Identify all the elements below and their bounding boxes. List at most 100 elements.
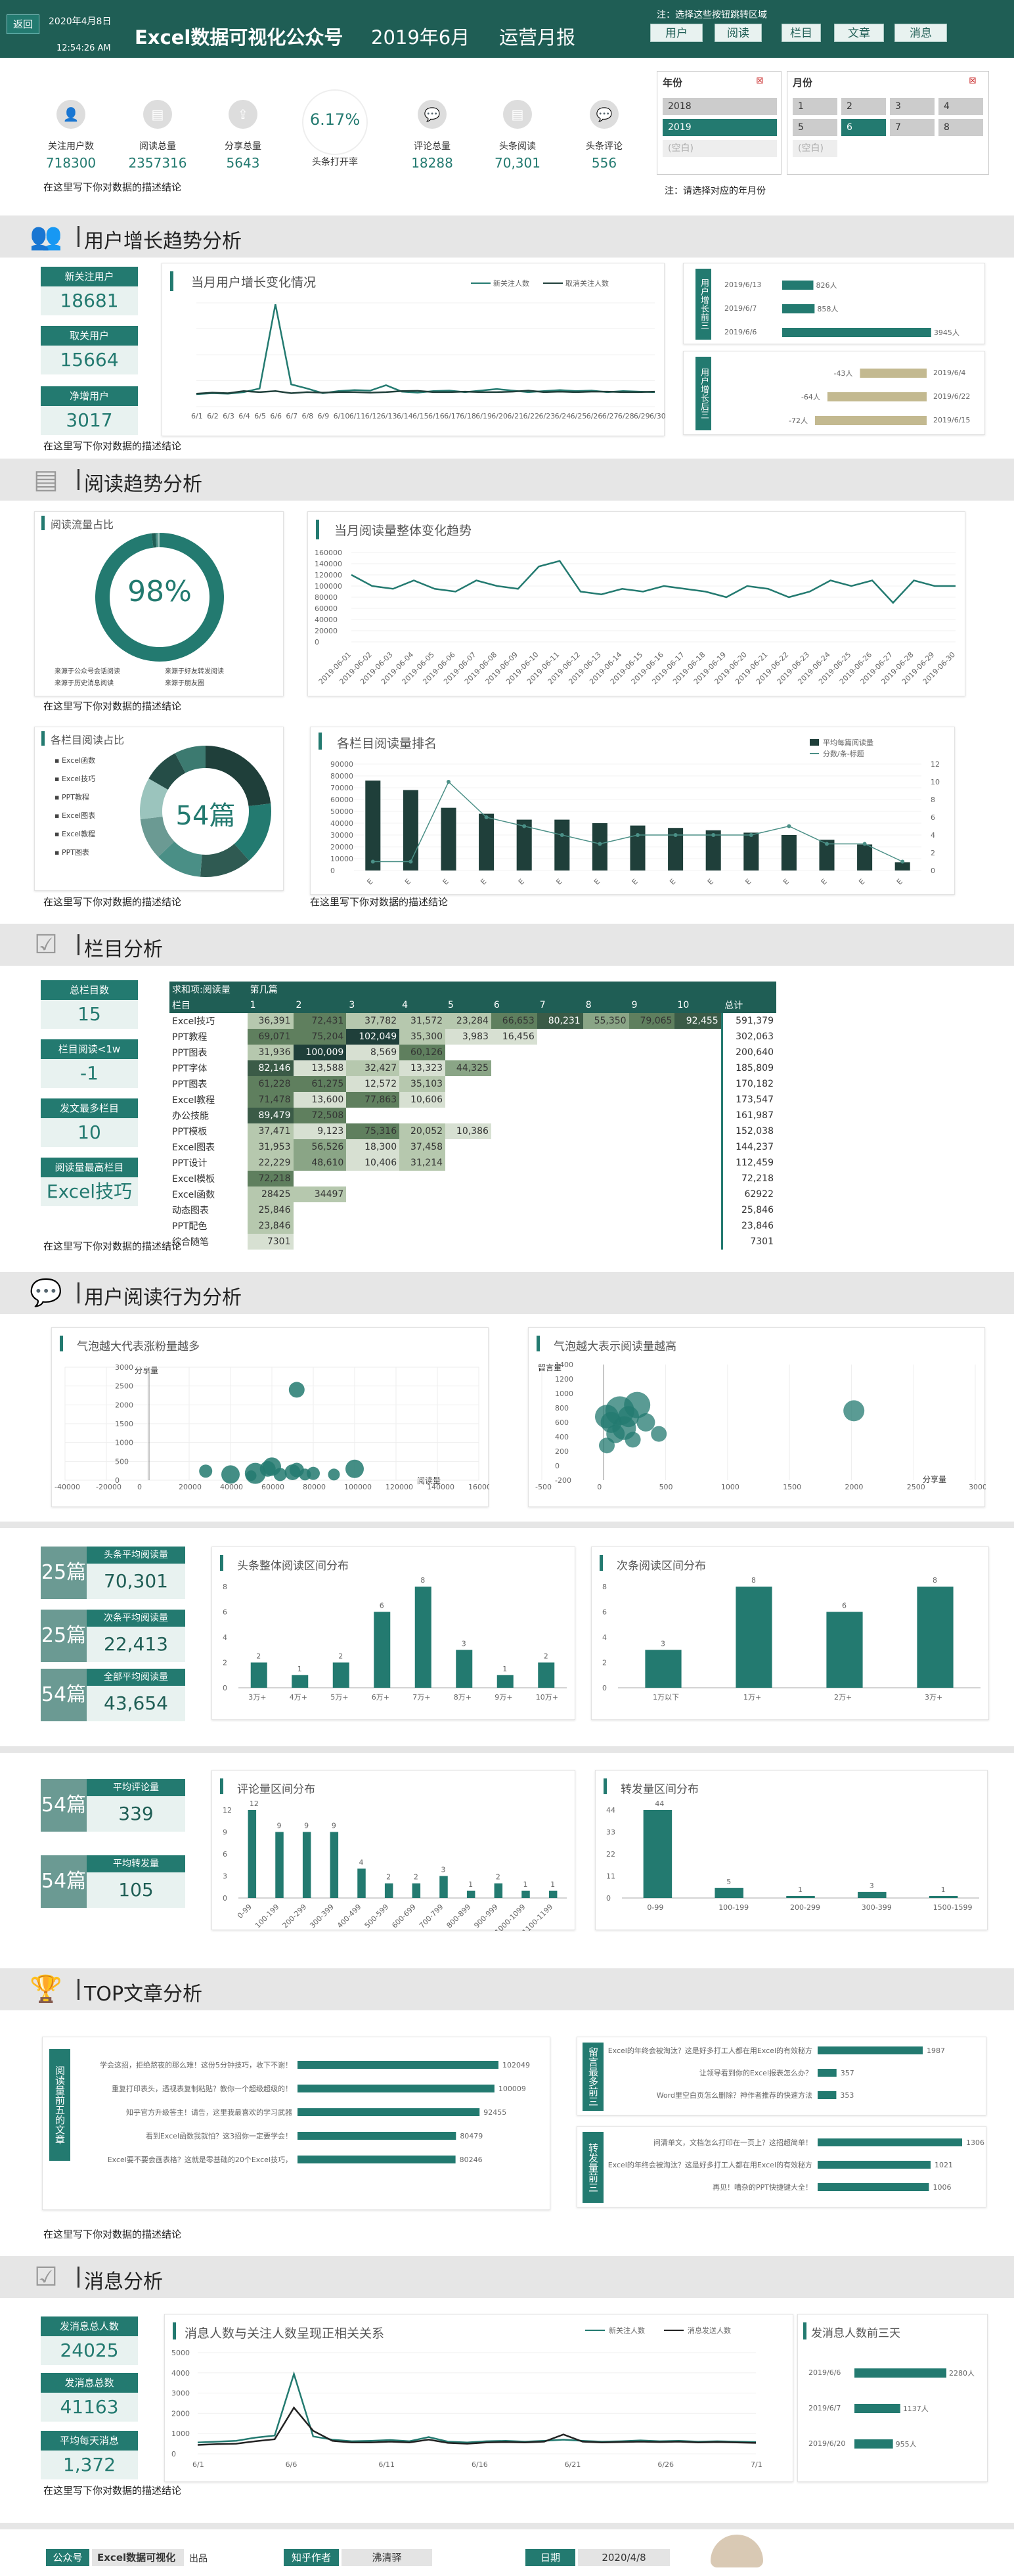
legend-item: 来源于朋友圈 <box>165 680 204 687</box>
table-cell <box>346 1171 399 1186</box>
x-tick: 6/6 <box>270 412 282 420</box>
footer-v3: 2020/4/8 <box>578 2549 670 2566</box>
table-cell: 12,572 <box>346 1076 400 1092</box>
month-item[interactable]: 2 <box>841 98 886 115</box>
y-tick: 5000 <box>171 2349 190 2357</box>
kpi-value: 2357316 <box>128 155 187 171</box>
bar <box>357 1868 366 1898</box>
bar <box>782 281 814 290</box>
user-bottom3-chart: 2019/6/4 -43人 2019/6/22 -64人 2019/6/15 -72人 <box>789 369 970 425</box>
table-cell <box>629 1045 675 1060</box>
table-cell <box>674 1202 722 1218</box>
table-row: 动态图表 25,846 25,846 <box>169 1202 776 1218</box>
y-tick: 4 <box>223 1633 227 1642</box>
table-cell <box>491 1155 537 1171</box>
section-behavior-title: 用户阅读行为分析 <box>84 1286 242 1309</box>
year-item-2018[interactable]: 2018 <box>663 98 777 115</box>
table-cell: 31,214 <box>399 1155 446 1171</box>
table-row: PPT图表 61,228 61,275 12,572 35,103 170,182 <box>169 1076 776 1092</box>
nav-column-button[interactable]: 栏目 <box>782 24 821 42</box>
month-item[interactable]: 1 <box>793 98 837 115</box>
y-tick: 20000 <box>315 627 338 635</box>
share-top3-card: 转发量前三 问清单文，文档怎么打印在一页上？这招超简单！ 1306 Excel的年终… <box>577 2126 986 2207</box>
bubble <box>288 1382 305 1398</box>
bar <box>412 1883 421 1898</box>
table-cell <box>445 1139 491 1155</box>
header-time: 12:54:26 AM <box>56 43 111 53</box>
y-tick: 400 <box>555 1433 569 1441</box>
table-cell <box>583 1218 629 1234</box>
user-bottom3-label: 用户增长后三 <box>695 357 711 430</box>
kpi-value: 41163 <box>41 2393 138 2422</box>
table-cell <box>583 1123 629 1139</box>
x-tick: 3万+ <box>925 1693 942 1702</box>
bar <box>298 2132 456 2140</box>
month-item[interactable]: 3 <box>890 98 935 115</box>
read-column-card: 各栏目阅读占比 54篇 ▪ Excel函数 ▪ Excel技巧 ▪ PPT教程 ▪ E… <box>34 727 284 891</box>
year-item-blank[interactable]: (空白) <box>663 140 777 157</box>
bubble <box>221 1465 240 1484</box>
data-label: 1 <box>523 1880 528 1889</box>
back-button[interactable]: 返回 <box>7 14 39 34</box>
bubble2-title: 气泡越大表示阅读量越高 <box>554 1340 676 1353</box>
month-item[interactable]: 7 <box>890 119 935 136</box>
table-cell <box>445 1218 491 1234</box>
month-item[interactable]: (空白) <box>793 140 837 157</box>
bar <box>592 823 607 870</box>
top5-card: 阅读量前五的文章 学会这招，拒绝熬夜的那么难！这份5分钟技巧，收下不谢！ 1020… <box>42 2037 550 2210</box>
x-tick: 7/1 <box>751 2460 762 2469</box>
table-cell <box>491 1108 537 1123</box>
x-tick: 6万+ <box>372 1693 389 1702</box>
bar-date: 2019/6/4 <box>933 369 965 377</box>
month-item[interactable]: 4 <box>938 98 983 115</box>
table-cell <box>294 1234 347 1250</box>
x-tick: 100000 <box>344 1483 372 1491</box>
bar-value: 2280人 <box>949 2369 975 2378</box>
x-tick: 6/17 <box>444 412 460 420</box>
nav-message-button[interactable]: 消息 <box>894 24 947 42</box>
filter-icon[interactable]: ⊠ <box>969 76 977 86</box>
nav-article-button[interactable]: 文章 <box>834 24 884 42</box>
y-tick: 6 <box>223 1608 227 1617</box>
month-item[interactable]: 8 <box>938 119 983 136</box>
y-tick: 1000 <box>555 1390 573 1398</box>
data-label: 9 <box>304 1822 309 1830</box>
table-row: Excel教程 71,478 13,600 77,863 10,606 173,547 <box>169 1092 776 1108</box>
month-item[interactable]: 5 <box>793 119 837 136</box>
bar-date: 2019/6/6 <box>808 2368 841 2377</box>
bar <box>827 392 927 401</box>
filter-icon[interactable]: ⊠ <box>756 76 764 86</box>
kpi-label: 新关注用户 <box>41 267 138 286</box>
stat-label: 头条平均阅读量 <box>87 1547 185 1564</box>
x-tick: 6/18 <box>460 412 476 420</box>
table-cell <box>346 1108 399 1123</box>
year-item-2019[interactable]: 2019 <box>663 119 777 136</box>
pivot-head[interactable]: 第几篇 <box>247 982 776 997</box>
section-msg-title: 消息分析 <box>84 2271 163 2294</box>
donut-slice <box>148 753 186 790</box>
table-cell <box>583 1155 629 1171</box>
table-cell <box>629 1218 675 1234</box>
share-icon: ⇪ <box>229 100 257 129</box>
table-cell <box>399 1186 445 1202</box>
bar <box>516 819 532 870</box>
table-cell <box>491 1139 537 1155</box>
nav-read-button[interactable]: 阅读 <box>715 24 762 42</box>
x-tick: 6/9 <box>318 412 330 420</box>
kpi-value: 15664 <box>41 346 138 374</box>
table-cell: 62922 <box>720 1186 776 1202</box>
table-cell: 3,983 <box>445 1029 491 1045</box>
hist1-title: 头条整体阅读区间分布 <box>237 1560 349 1573</box>
bar <box>854 2439 893 2449</box>
table-cell <box>674 1234 722 1250</box>
month-item[interactable]: 6 <box>841 119 886 136</box>
pivot-col-header: 2 <box>293 997 347 1013</box>
table-cell <box>583 1171 629 1186</box>
bubble <box>345 1459 364 1478</box>
nav-user-button[interactable]: 用户 <box>650 24 703 42</box>
slicer-note: 注：请选择对应的年月份 <box>665 186 766 196</box>
comment-top3-label: 留言最多前三 <box>583 2043 604 2111</box>
table-cell: 82,146 <box>247 1060 294 1076</box>
pivot-head[interactable]: 求和项:阅读量 <box>169 982 248 997</box>
kpi-value: 3017 <box>41 406 138 435</box>
